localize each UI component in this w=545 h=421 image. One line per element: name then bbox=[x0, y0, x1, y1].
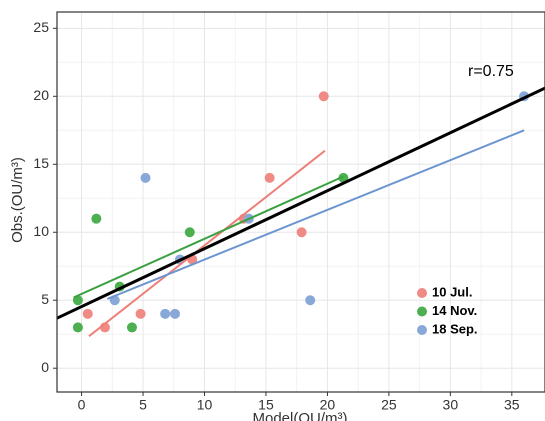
x-tick-label: 30 bbox=[443, 397, 459, 413]
legend-swatch bbox=[417, 325, 427, 335]
legend-swatch bbox=[417, 306, 427, 317]
point bbox=[91, 213, 102, 224]
y-tick-label: 0 bbox=[41, 359, 49, 375]
legend-label: 14 Nov. bbox=[432, 303, 477, 318]
y-tick-label: 20 bbox=[33, 87, 49, 103]
point bbox=[82, 308, 93, 319]
point bbox=[160, 308, 171, 319]
overall-fit-line bbox=[56, 86, 545, 320]
legend-label: 18 Sep. bbox=[432, 321, 478, 336]
point bbox=[318, 91, 329, 102]
point bbox=[296, 227, 307, 238]
point bbox=[72, 322, 83, 333]
point bbox=[184, 227, 195, 238]
x-tick-label: 25 bbox=[381, 397, 397, 413]
fit-line bbox=[88, 149, 326, 338]
x-tick-label: 5 bbox=[139, 397, 147, 413]
fit-line bbox=[73, 175, 344, 299]
plot: 0 5 10 15 20 25 30 35 0 5 10 15 20 25 10 Jul. 14 Nov. 18… bbox=[33, 11, 545, 413]
point bbox=[126, 322, 137, 333]
point bbox=[140, 172, 151, 183]
x-tick-label: 35 bbox=[504, 397, 520, 413]
x-axis-label: Model(OU/m³) bbox=[252, 410, 347, 421]
y-axis-label: Obs.(OU/m³) bbox=[9, 157, 26, 243]
y-tick-label: 10 bbox=[33, 223, 49, 239]
point bbox=[264, 172, 275, 183]
point bbox=[305, 295, 316, 306]
point bbox=[170, 308, 181, 319]
x-tick-label: 20 bbox=[320, 397, 336, 413]
x-tick-label: 15 bbox=[258, 397, 274, 413]
legend-swatch bbox=[417, 288, 427, 298]
y-tick-label: 5 bbox=[41, 291, 49, 307]
legend-label: 10 Jul. bbox=[432, 284, 472, 299]
y-tick-label: 15 bbox=[33, 155, 49, 171]
fit-line bbox=[107, 129, 525, 300]
point bbox=[135, 308, 146, 319]
y-tick-label: 25 bbox=[33, 19, 49, 35]
plot-border bbox=[56, 11, 545, 393]
annotation: r=0.75 bbox=[468, 63, 514, 80]
x-tick-label: 0 bbox=[78, 397, 86, 413]
x-tick-label: 10 bbox=[197, 397, 213, 413]
